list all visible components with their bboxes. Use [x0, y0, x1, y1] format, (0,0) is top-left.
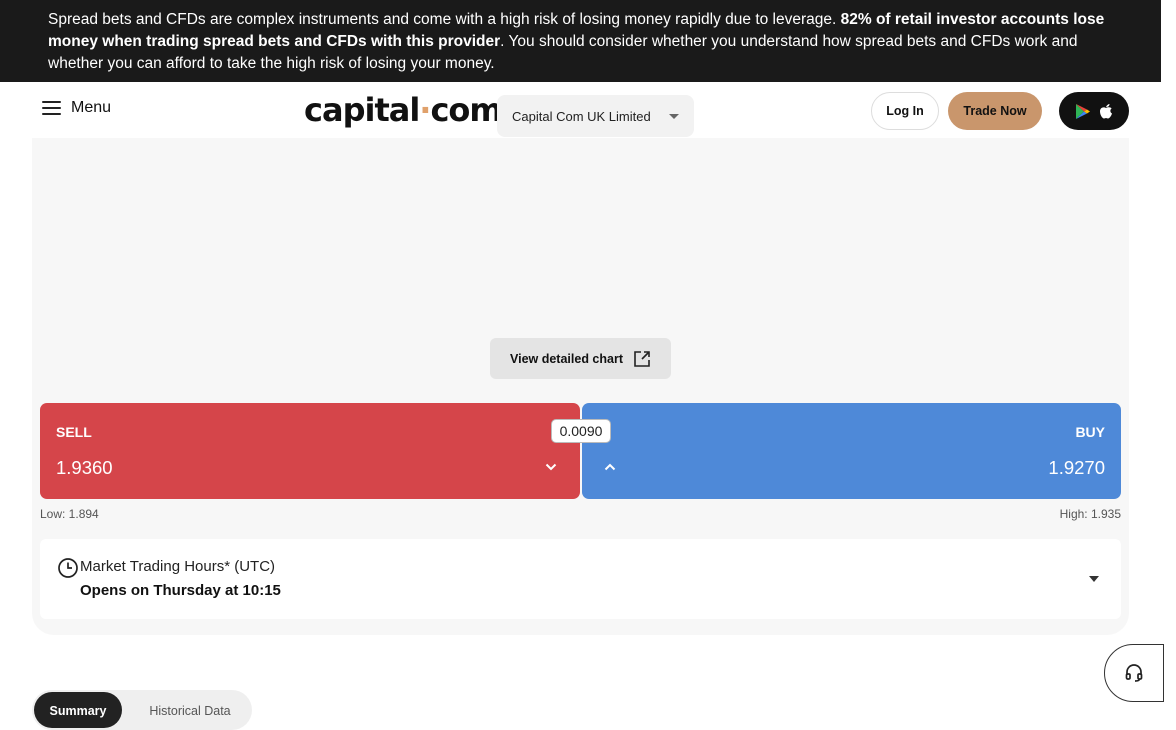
entity-select[interactable]: Capital Com UK Limited — [497, 95, 694, 137]
chevron-up-icon — [604, 463, 616, 471]
tab-historical-data[interactable]: Historical Data — [149, 704, 231, 718]
caret-down-icon[interactable] — [1089, 576, 1099, 582]
logo-dot: · — [419, 91, 431, 129]
logo[interactable]: capital·com — [304, 91, 503, 129]
trading-hours-panel[interactable]: Market Trading Hours* (UTC) Opens on Thu… — [40, 539, 1121, 619]
risk-text-start: Spread bets and CFDs are complex instrum… — [48, 11, 841, 28]
trade-now-button[interactable]: Trade Now — [948, 92, 1042, 130]
risk-text-end: . You should consider whether you unders… — [48, 33, 1078, 72]
app-download-button[interactable] — [1059, 92, 1129, 130]
high-value: High: 1.935 — [1059, 507, 1121, 521]
buy-panel[interactable]: BUY 1.9270 — [582, 403, 1121, 499]
trading-hours-status: Opens on Thursday at 10:15 — [80, 582, 281, 599]
buy-label: BUY — [1075, 424, 1105, 440]
low-value: Low: 1.894 — [40, 507, 99, 521]
chart-button-label: View detailed chart — [509, 351, 623, 366]
sell-price: 1.9360 — [56, 457, 113, 478]
login-button[interactable]: Log In — [871, 92, 939, 130]
support-button[interactable] — [1104, 644, 1164, 702]
chevron-down-icon — [545, 463, 557, 471]
hamburger-icon — [42, 101, 61, 115]
sell-panel[interactable]: SELL 1.9360 — [40, 403, 580, 499]
site-header: Menu capital·com Capital Com UK Limited … — [0, 82, 1161, 138]
entity-label: Capital Com UK Limited — [512, 108, 651, 124]
sell-label: SELL — [56, 424, 92, 440]
logo-main: capital — [304, 91, 420, 129]
expand-icon — [634, 350, 650, 367]
menu-button[interactable]: Menu — [42, 99, 111, 117]
view-detailed-chart-button[interactable]: View detailed chart — [490, 338, 671, 379]
headset-icon — [1125, 664, 1143, 682]
google-play-icon — [1076, 103, 1090, 119]
tab-summary[interactable]: Summary — [34, 692, 122, 728]
risk-warning-banner: Spread bets and CFDs are complex instrum… — [0, 0, 1161, 82]
apple-icon — [1100, 104, 1112, 119]
caret-down-icon — [669, 113, 679, 119]
clock-icon — [58, 558, 78, 578]
buy-price: 1.9270 — [1048, 457, 1105, 478]
tab-bar: Summary Historical Data — [32, 690, 252, 730]
spread-value: 0.0090 — [551, 419, 611, 443]
risk-text-bold: 82% of retail investor accounts lose mon… — [48, 11, 1105, 50]
menu-label: Menu — [71, 99, 112, 116]
logo-tld: com — [430, 91, 502, 129]
trading-hours-title: Market Trading Hours* (UTC) — [80, 558, 276, 575]
